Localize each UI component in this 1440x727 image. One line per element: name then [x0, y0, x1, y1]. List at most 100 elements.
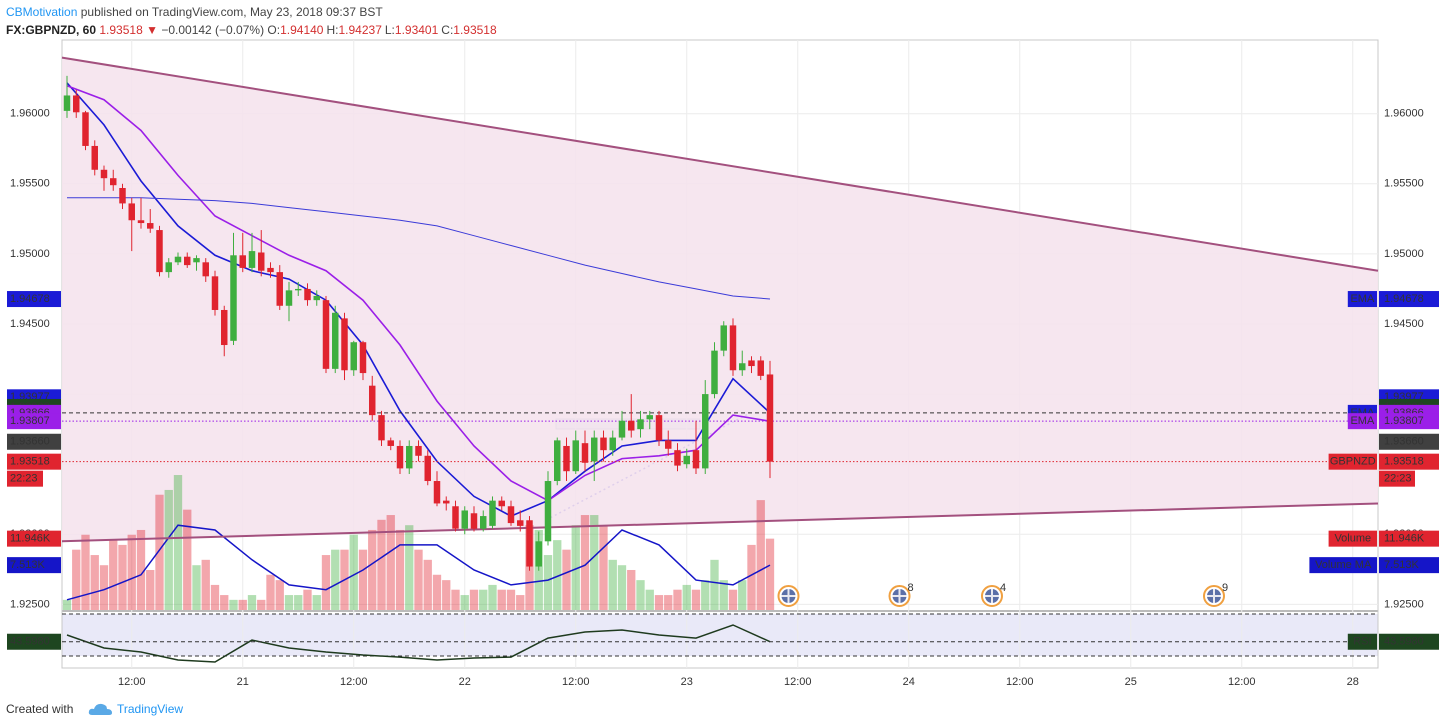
volume-bar — [664, 595, 673, 610]
volume-bar — [192, 565, 201, 610]
x-tick-label: 23 — [681, 676, 693, 688]
candle-body — [119, 188, 126, 204]
event-count: 9 — [1222, 582, 1228, 594]
volume-bar — [136, 529, 146, 610]
candle-body — [665, 440, 672, 449]
candle-body — [341, 318, 348, 371]
candle-body — [258, 252, 265, 271]
volume-bar — [562, 549, 571, 610]
axis-badge — [1379, 530, 1439, 547]
series-tag-label: EMA — [1350, 415, 1375, 427]
volume-bar — [423, 559, 432, 610]
candle-body — [211, 276, 219, 310]
x-tick-label: 22 — [459, 676, 471, 688]
axis-badge — [7, 530, 61, 547]
volume-bar — [386, 515, 395, 610]
volume-bar — [747, 544, 756, 610]
candle-body — [563, 445, 570, 472]
candle-body — [165, 262, 172, 273]
rsi-band — [62, 613, 1378, 657]
volume-bar — [738, 580, 747, 610]
volume-bar — [682, 584, 691, 610]
series-tag-label: GBPNZD — [1330, 456, 1376, 468]
volume-bar — [451, 589, 460, 610]
candle-body — [193, 258, 200, 263]
countdown-badge — [1379, 470, 1415, 487]
candle-body — [470, 513, 478, 529]
axis-badge — [1379, 433, 1439, 450]
candle-body — [128, 203, 135, 221]
volume-bar — [173, 475, 183, 610]
volume-bar — [201, 559, 210, 610]
candle-body — [100, 169, 108, 179]
volume-bar — [247, 595, 257, 610]
y-tick-label: 1.95000 — [10, 248, 50, 260]
candle-body — [248, 251, 256, 268]
candle-body — [313, 295, 320, 301]
candle-body — [267, 267, 274, 273]
event-count: 4 — [1000, 582, 1006, 594]
volume-bar — [432, 574, 442, 610]
y-tick-label: 1.92500 — [10, 598, 50, 610]
volume-bar — [368, 529, 377, 610]
candle-body — [332, 312, 339, 369]
candle-body — [378, 415, 385, 441]
y-tick-label: 1.96000 — [1384, 108, 1424, 120]
candle-body — [655, 415, 663, 441]
candle-body — [489, 500, 496, 526]
volume-bar — [590, 515, 599, 610]
volume-bar — [469, 589, 479, 610]
candle-body — [452, 506, 459, 529]
volume-bar — [99, 565, 109, 610]
x-tick-label: 21 — [237, 676, 249, 688]
volume-bar — [62, 599, 72, 610]
axis-badge-label: 11.946K — [1384, 533, 1425, 545]
axis-badge — [1379, 413, 1439, 430]
axis-badge-label: 7.513K — [1384, 559, 1420, 571]
header: CBMotivation published on TradingView.co… — [6, 3, 500, 39]
volume-bar — [414, 549, 423, 610]
axis-badge — [1379, 453, 1439, 470]
ema-line — [67, 197, 771, 300]
candle-body — [295, 288, 302, 291]
volume-bar — [238, 599, 247, 610]
y-tick-label: 1.95000 — [1384, 248, 1424, 260]
logo-cloud — [88, 703, 112, 715]
ema-line — [66, 84, 771, 502]
candle-body — [221, 309, 228, 346]
volume-bar — [331, 549, 340, 610]
last-price: 1.93518 — [99, 23, 143, 37]
x-tick-label: 24 — [903, 676, 915, 688]
candle-body — [230, 255, 237, 341]
x-tick-label: 12:00 — [340, 676, 368, 688]
ema-line — [66, 82, 771, 517]
volume-bar — [72, 549, 81, 610]
series-tag-label: Volume MA — [1315, 559, 1372, 571]
candle-body — [674, 450, 681, 466]
ohlc-key: O: — [267, 23, 281, 37]
volume-bar — [210, 584, 220, 610]
ohlc-value: 1.93401 — [394, 23, 439, 37]
candle-body — [702, 394, 709, 469]
volume-bar — [710, 559, 719, 610]
author: CBMotivation — [6, 5, 78, 19]
candle-body — [91, 145, 98, 170]
candle-body — [692, 450, 700, 469]
candle-body — [748, 360, 755, 367]
series-tag — [1347, 291, 1377, 308]
y-tick-label: 1.94500 — [10, 318, 50, 330]
brand: TradingView — [117, 702, 184, 716]
volume-bar — [358, 549, 368, 610]
candle-body — [461, 510, 468, 529]
axis-badge-label: 1.93518 — [1384, 456, 1424, 468]
y-tick-label: 1.95500 — [1384, 178, 1424, 190]
volume-bar — [349, 534, 358, 610]
event-flag-cross — [781, 589, 796, 603]
series-tag-label: RSI — [1353, 636, 1371, 648]
volume-bar — [90, 555, 99, 610]
volume-bar — [220, 595, 229, 610]
candle-body — [369, 385, 376, 416]
axis-badge — [7, 433, 61, 450]
volume-bar — [488, 584, 497, 610]
published: published on TradingView.com, May 23, 20… — [80, 5, 383, 19]
